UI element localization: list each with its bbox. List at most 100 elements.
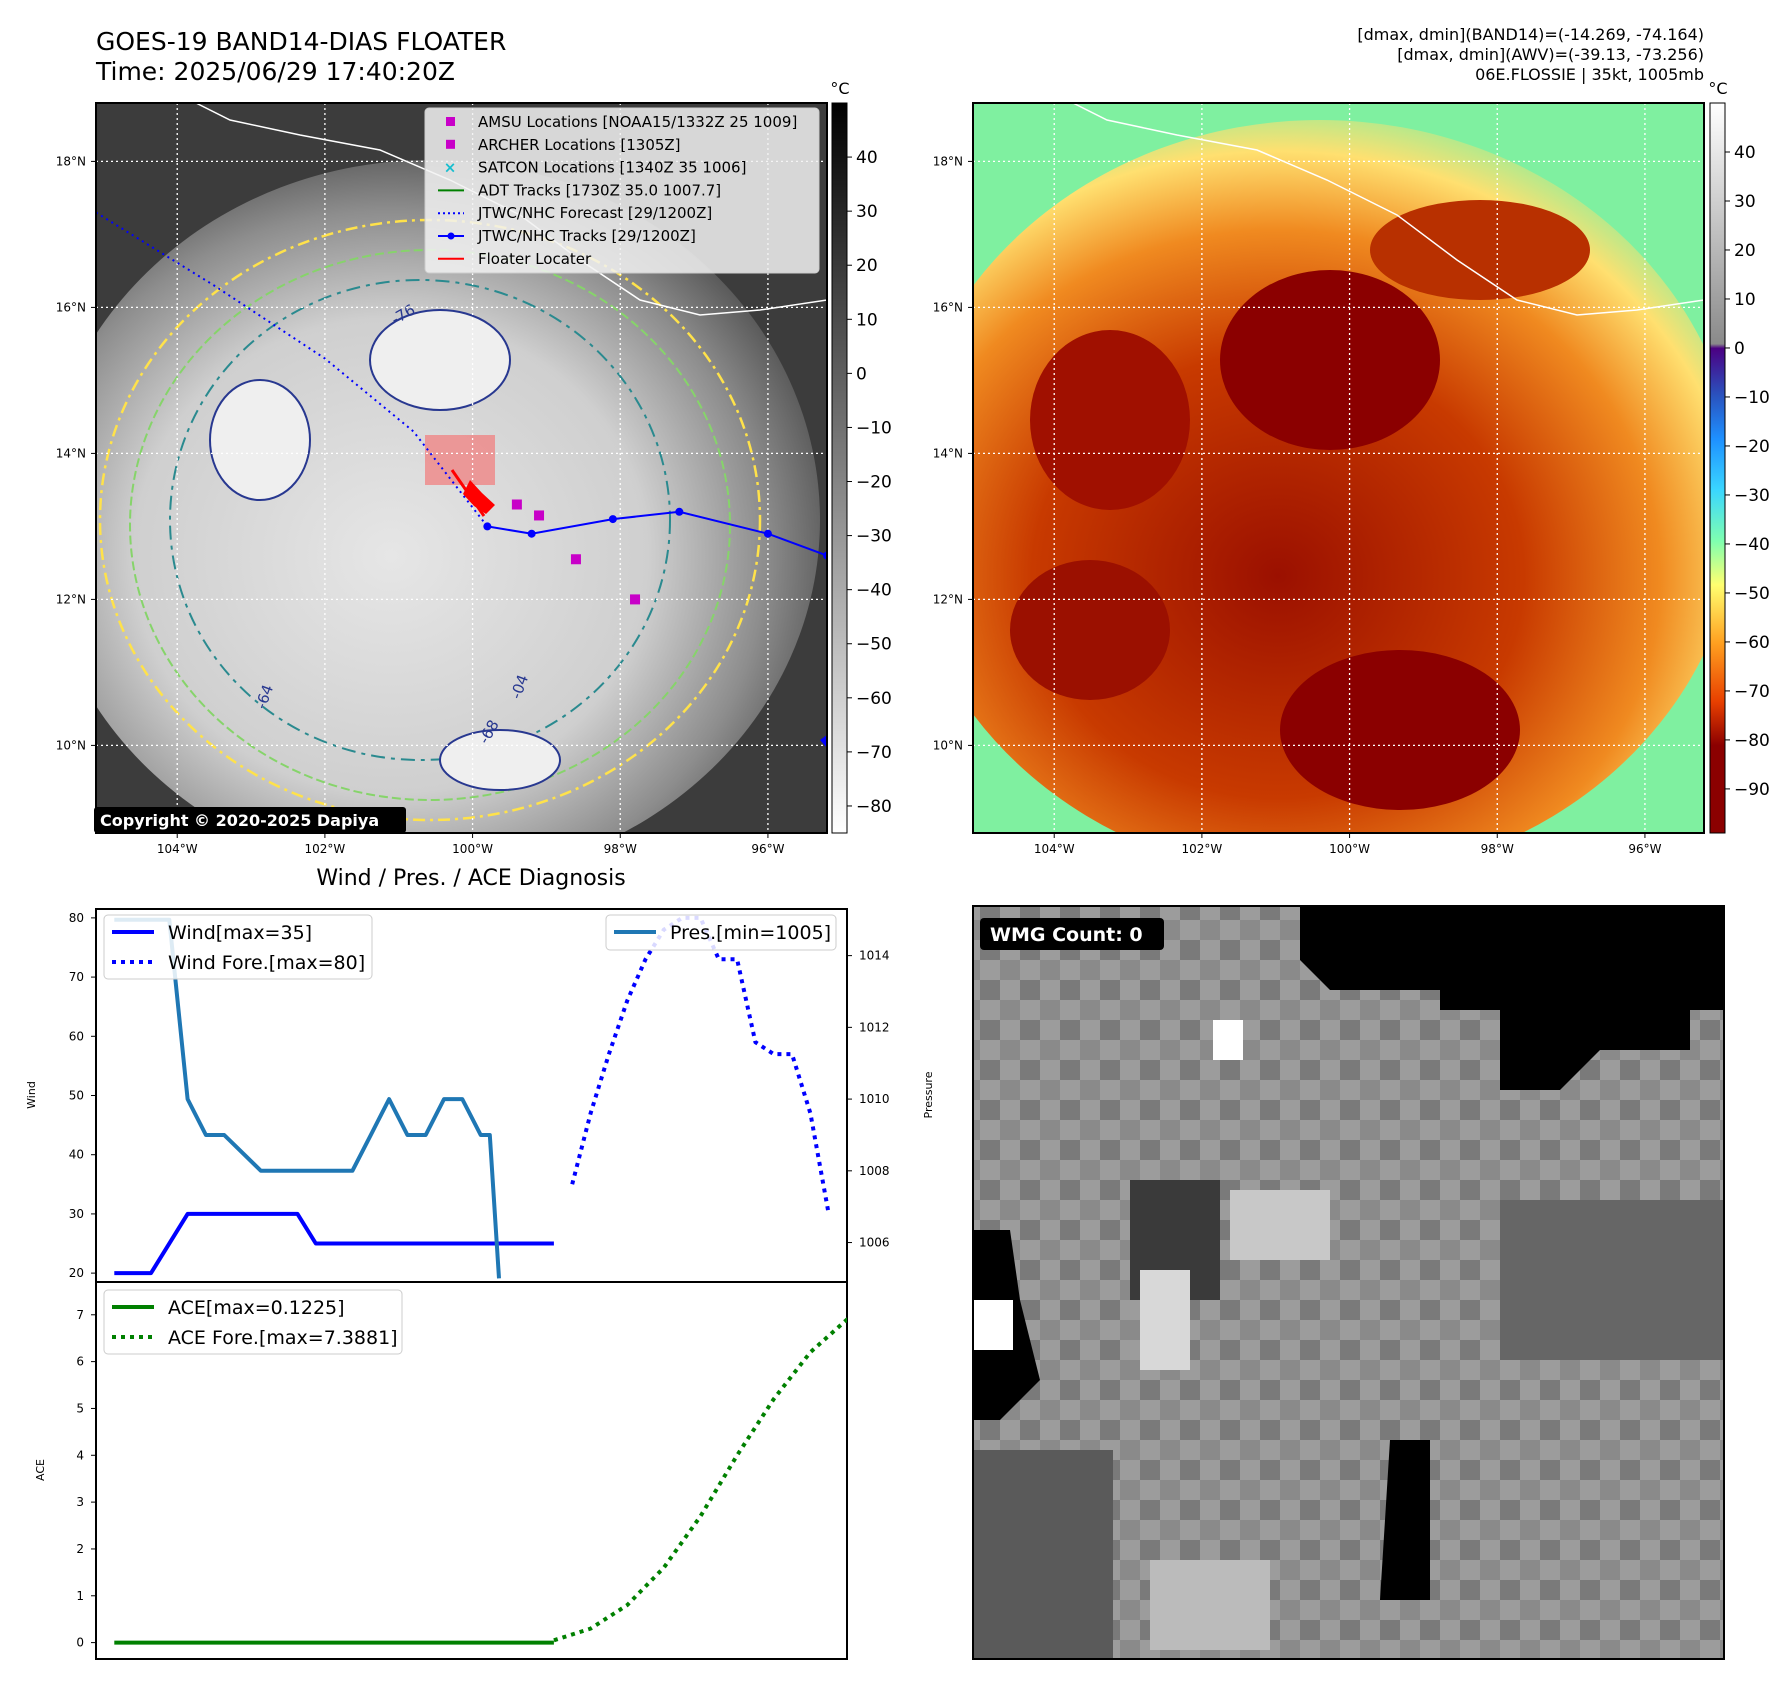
colorbar-tick-label: −60 (856, 689, 892, 709)
figure-time: Time: 2025/06/29 17:40:20Z (95, 57, 455, 86)
amsu-point (534, 510, 545, 521)
colorbar-tick-label: 40 (856, 148, 878, 168)
core-west (1030, 330, 1190, 510)
wind-pressure-series (114, 915, 831, 1279)
wmg-count-box (980, 918, 1164, 950)
wmg-bright-pixel (1213, 1020, 1243, 1060)
colorbar-tick-label: −30 (856, 527, 892, 547)
left-map-frame (95, 102, 828, 834)
ace-tick-label: 0 (76, 1636, 84, 1650)
pressure-tick-label: 1012 (859, 1020, 890, 1034)
wmg-bright-pixel (973, 1300, 1013, 1350)
lat-tick-label: 14°N (933, 446, 963, 460)
lat-tick-label: 10°N (933, 738, 963, 752)
legend-marker-square (446, 117, 455, 126)
wind-forecast-legend-label: Wind Fore.[max=80] (168, 952, 365, 974)
colorbar-tick-label: 30 (856, 202, 878, 222)
floater-locater-marker (463, 480, 495, 514)
right-colorbar-ticks: 40 30 20 10 0 −10 −20 −30 −40 −50 −60 −70 −80 −90 (1725, 143, 1770, 800)
colorbar-tick-label: −30 (1734, 486, 1770, 506)
wind-line (114, 1211, 554, 1276)
wmg-mid-block (973, 1450, 1113, 1659)
lon-tick-label: 96°W (751, 842, 784, 856)
colorbar-tick-label: 30 (1734, 192, 1756, 212)
wind-forecast-line (570, 915, 831, 1215)
band-northeast (1370, 200, 1590, 300)
wind-axis-label: Wind (25, 1081, 38, 1109)
colorbar-tick-label: −70 (856, 743, 892, 763)
legend-label: ADT Tracks [1730Z 35.0 1007.7] (478, 181, 721, 199)
wmg-light-block (1140, 1270, 1190, 1370)
legend-label: JTWC/NHC Forecast [29/1200Z] (477, 204, 712, 222)
colorbar-tick-label: 10 (856, 310, 878, 330)
track-point (675, 507, 684, 516)
lon-tick-label: 104°W (1034, 842, 1075, 856)
legend-label: AMSU Locations [NOAA15/1332Z 25 1009] (478, 113, 797, 131)
colorbar-tick-label: 0 (1734, 339, 1745, 359)
colorbar-tick-label: −20 (1734, 437, 1770, 457)
colorbar-tick-label: −40 (856, 581, 892, 601)
colorbar-tick-label: 10 (1734, 290, 1756, 310)
wind-tick-label: 70 (69, 970, 84, 984)
colorbar-tick-label: 20 (856, 256, 878, 276)
legend-marker-dot (447, 232, 455, 240)
lon-tick-label: 96°W (1628, 842, 1661, 856)
ace-tick-label: 5 (76, 1401, 84, 1415)
wmg-frame (972, 905, 1725, 1660)
wind-tick-label: 80 (69, 911, 84, 925)
right-coastline (1072, 103, 1704, 316)
wmg-count-label: WMG Count: 0 (990, 924, 1143, 946)
core-south (1280, 650, 1520, 810)
pressure-legend-label: Pres.[min=1005] (670, 922, 831, 944)
ace-series (114, 1317, 847, 1645)
ace-legend (103, 1289, 403, 1355)
ace-tick-label: 2 (76, 1542, 84, 1556)
lat-tick-label: 18°N (56, 154, 86, 168)
wind-legend-label: Wind[max=35] (168, 922, 312, 944)
track-edge-marker (820, 735, 827, 748)
lon-tick-label: 102°W (305, 842, 346, 856)
lat-tick-label: 12°N (933, 592, 963, 606)
wmg-dark-region-north (1300, 906, 1724, 1090)
lon-tick-label: 100°W (452, 842, 493, 856)
track-point (483, 522, 492, 531)
floater-box (425, 435, 495, 485)
colorbar-tick-label: −90 (1734, 780, 1770, 800)
map-legend-entries: AMSU Locations [NOAA15/1332Z 25 1009] ARC… (438, 113, 797, 268)
lon-tick-label: 98°W (1481, 842, 1514, 856)
core-southwest (1010, 560, 1170, 700)
colorbar-tick-label: 0 (856, 364, 867, 384)
best-track (487, 510, 827, 557)
amsu-point (511, 499, 522, 510)
track-point (763, 529, 772, 538)
pressure-tick-label: 1008 (859, 1164, 890, 1178)
right-colorbar-unit: °C (1708, 79, 1727, 98)
colorbar-tick-label: −70 (1734, 682, 1770, 702)
colorbar-tick-label: −50 (1734, 584, 1770, 604)
pressure-ticks: 1006 1008 1010 1012 1014 (847, 949, 890, 1250)
lon-tick-label: 98°W (604, 842, 637, 856)
wmg-panel: WMG Count: 0 (972, 905, 1725, 1660)
contour-navy-south (439, 729, 561, 791)
colorbar-tick-label: −60 (1734, 633, 1770, 653)
diagnosis-title: Wind / Pres. / ACE Diagnosis (316, 866, 625, 891)
lon-tick-label: 102°W (1182, 842, 1223, 856)
right-map-ticks: 104°W 102°W 100°W 98°W 96°W 18°N 16°N 14°N 12°N 1… (933, 154, 1662, 856)
storm-info: 06E.FLOSSIE | 35kt, 1005mb (1475, 65, 1704, 84)
band14-stats: [dmax, dmin](BAND14)=(-14.269, -74.164) (1357, 25, 1704, 44)
pressure-tick-label: 1010 (859, 1092, 890, 1106)
wind-tick-label: 50 (69, 1089, 84, 1103)
legend-label: SATCON Locations [1340Z 35 1006] (478, 159, 746, 177)
legend-label: ARCHER Locations [1305Z] (478, 136, 681, 154)
colorbar-tick-label: −40 (1734, 535, 1770, 555)
floater-locater-line (450, 469, 486, 517)
core-north (1220, 270, 1440, 450)
wind-ticks: 20 30 40 50 60 70 80 (69, 911, 96, 1280)
right-map-frame (972, 102, 1705, 834)
wind-legend-entries: Wind[max=35] Wind Fore.[max=80] (112, 922, 365, 974)
legend-label: Floater Locater (478, 250, 592, 268)
colorbar-tick-label: −80 (1734, 731, 1770, 751)
ace-forecast-legend-label: ACE Fore.[max=7.3881] (168, 1327, 398, 1349)
ace-ticks: 0 1 2 3 4 5 6 7 (76, 1308, 96, 1650)
